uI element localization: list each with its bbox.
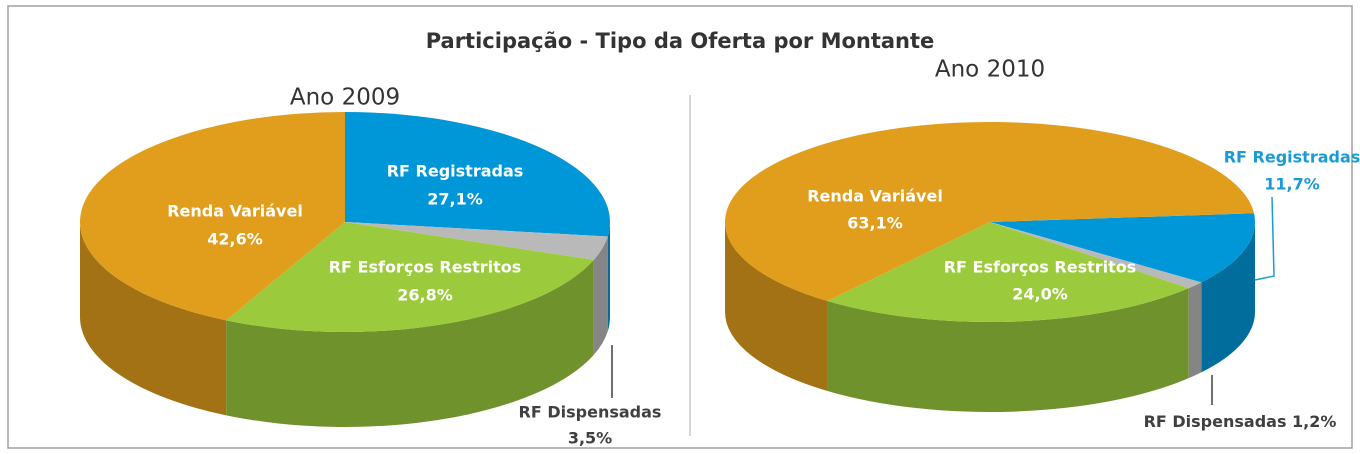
label-value: 42,6% — [207, 230, 263, 249]
slice-tops — [724, 121, 1255, 322]
slice-side — [607, 222, 610, 332]
pie-slice — [79, 112, 345, 321]
label-value: 1,2% — [1292, 412, 1336, 431]
chart-subtitle: Ano 2010 — [935, 57, 1045, 83]
label-name: Renda Variável — [167, 202, 303, 221]
slice-sides — [80, 222, 610, 427]
label-value: 63,1% — [847, 214, 903, 233]
label-name: RF Dispensadas — [519, 403, 662, 422]
leader-line — [1254, 196, 1275, 281]
slice-side — [1188, 282, 1202, 379]
label-name: RF Registradas — [1224, 148, 1360, 167]
slice-sides — [725, 222, 1255, 412]
chart-subtitle: Ano 2009 — [290, 85, 400, 111]
slice-side — [827, 288, 1189, 412]
label-name: RF Dispensadas — [1144, 412, 1287, 431]
label-name: Renda Variável — [807, 187, 943, 206]
slice-side — [593, 236, 608, 355]
slice-side — [1201, 222, 1255, 373]
pie-slice — [724, 121, 1254, 301]
slice-label: RF Dispensadas 1,2% — [1144, 412, 1337, 431]
label-name: RF Registradas — [387, 162, 524, 181]
pie-slice — [226, 222, 594, 332]
pie-slice — [827, 222, 1189, 322]
pie-slice — [990, 222, 1202, 289]
pie-slice — [990, 213, 1255, 283]
label-name: RF Esforços Restritos — [329, 258, 522, 277]
label-value: 24,0% — [1012, 285, 1068, 304]
slice-side — [725, 222, 828, 391]
slice-side — [80, 222, 227, 416]
slice-side — [226, 259, 594, 427]
slice-tops — [79, 112, 610, 332]
label-value: 27,1% — [427, 190, 483, 209]
page-title: Participação - Tipo da Oferta por Montan… — [426, 29, 935, 53]
pie-slice — [345, 222, 608, 260]
pie-slice — [345, 112, 610, 237]
label-name: RF Esforços Restritos — [944, 258, 1137, 277]
label-value: 26,8% — [397, 286, 453, 305]
label-value: 3,5% — [568, 429, 612, 448]
label-value: 11,7% — [1264, 175, 1320, 194]
